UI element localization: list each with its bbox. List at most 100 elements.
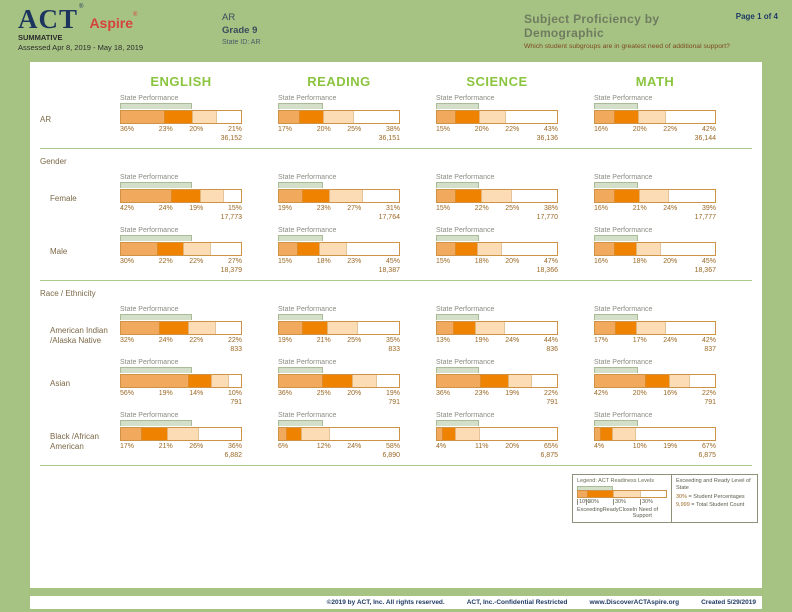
stacked-bar bbox=[278, 321, 400, 335]
pct-in-need-of-support: 42% bbox=[701, 337, 716, 344]
pct-exceeding: 36% bbox=[120, 126, 135, 133]
pct-ready: 19% bbox=[474, 337, 489, 344]
bar-segment-exceeding bbox=[279, 375, 323, 387]
pct-close: 23% bbox=[347, 258, 362, 265]
state-performance-label: State Performance bbox=[120, 412, 179, 419]
bar-segment-in-need-of-support bbox=[504, 322, 557, 334]
total-student-count: 791 bbox=[704, 399, 716, 406]
pct-close: 22% bbox=[189, 258, 204, 265]
state-overlay-track bbox=[120, 182, 242, 189]
state-performance-label: State Performance bbox=[594, 359, 653, 366]
pct-exceeding: 6% bbox=[278, 443, 289, 450]
proficiency-chart: State Performance 16% 18% 20% 45% 18,367 bbox=[594, 227, 752, 274]
total-student-count: 36,151 bbox=[378, 135, 400, 142]
bar-segment-in-need-of-support bbox=[209, 243, 241, 255]
pct-ready: 22% bbox=[474, 205, 489, 212]
bar-segment-in-need-of-support bbox=[376, 375, 399, 387]
chart-inner: State Performance 17% 21% 26% 36% 6,882 bbox=[120, 412, 242, 459]
org-name: AR bbox=[222, 12, 236, 23]
bar-segment-ready bbox=[615, 322, 636, 334]
pct-close: 27% bbox=[347, 205, 362, 212]
segment-percentages: 36% 23% 20% 21% bbox=[120, 126, 242, 133]
demographic-rows: AR State Performance 36% 23% 20% 21% 36,152 Sta… bbox=[30, 95, 762, 466]
bar-segment-in-need-of-support bbox=[361, 190, 399, 202]
state-ready-overlay bbox=[594, 182, 638, 188]
legend-tick-label: 30% bbox=[640, 499, 667, 505]
pct-in-need-of-support: 67% bbox=[701, 443, 716, 450]
bar-segment-in-need-of-support bbox=[668, 190, 715, 202]
pct-ready: 21% bbox=[158, 443, 173, 450]
total-student-count: 18,387 bbox=[378, 267, 400, 274]
bar-segment-close bbox=[481, 190, 512, 202]
stacked-bar bbox=[278, 189, 400, 203]
state-performance-label: State Performance bbox=[278, 412, 337, 419]
pct-in-need-of-support: 31% bbox=[385, 205, 400, 212]
segment-percentages: 4% 11% 20% 65% bbox=[436, 443, 558, 450]
pct-ready: 20% bbox=[632, 390, 647, 397]
pct-close: 16% bbox=[663, 390, 678, 397]
proficiency-chart: State Performance 42% 24% 19% 15% 17,773 bbox=[120, 174, 278, 221]
segment-percentages: 4% 10% 19% 67% bbox=[594, 443, 716, 450]
pct-in-need-of-support: 65% bbox=[543, 443, 558, 450]
stacked-bar bbox=[436, 374, 558, 388]
pct-exceeding: 4% bbox=[594, 443, 605, 450]
bar-segment-ready bbox=[614, 190, 640, 202]
proficiency-chart: State Performance 19% 23% 27% 31% 17,764 bbox=[278, 174, 436, 221]
bar-segment-exceeding bbox=[279, 243, 297, 255]
legend-notes-box: Exceeding and Ready Level of State 30% =… bbox=[672, 474, 758, 523]
state-overlay-track bbox=[278, 420, 400, 427]
segment-percentages: 16% 20% 22% 42% bbox=[594, 126, 716, 133]
total-student-count: 833 bbox=[388, 346, 400, 353]
bar-segment-ready bbox=[141, 428, 167, 440]
pct-in-need-of-support: 22% bbox=[227, 337, 242, 344]
legend-pct-note: 30% = Student Percentages bbox=[676, 494, 753, 500]
proficiency-chart: State Performance 17% 21% 26% 36% 6,882 bbox=[120, 412, 278, 459]
state-performance-label: State Performance bbox=[278, 227, 337, 234]
chart-inner: State Performance 16% 18% 20% 45% 18,367 bbox=[594, 227, 716, 274]
total-student-count: 791 bbox=[388, 399, 400, 406]
bar-segment-in-need-of-support bbox=[346, 243, 399, 255]
state-ready-overlay bbox=[278, 314, 324, 320]
pct-exceeding: 42% bbox=[120, 205, 135, 212]
chart-inner: State Performance 17% 20% 25% 38% 36,151 bbox=[278, 95, 400, 142]
stacked-bar bbox=[278, 242, 400, 256]
segment-percentages: 16% 18% 20% 45% bbox=[594, 258, 716, 265]
total-student-count: 836 bbox=[546, 346, 558, 353]
bar-segment-close bbox=[475, 322, 505, 334]
bar-segment-in-need-of-support bbox=[505, 111, 557, 123]
state-ready-overlay bbox=[594, 103, 638, 109]
state-overlay-track bbox=[278, 314, 400, 321]
state-ready-overlay bbox=[436, 103, 479, 109]
bar-segment-close bbox=[210, 375, 228, 387]
state-ready-overlay bbox=[594, 314, 638, 320]
pct-exceeding: 56% bbox=[120, 390, 135, 397]
segment-percentages: 15% 22% 25% 38% bbox=[436, 205, 558, 212]
pct-close: 19% bbox=[663, 443, 678, 450]
pct-close: 26% bbox=[189, 443, 204, 450]
title-block: Subject Proficiency by Demographic Which… bbox=[524, 12, 736, 51]
state-ready-overlay bbox=[594, 420, 638, 426]
proficiency-chart: State Performance 30% 22% 22% 27% 18,379 bbox=[120, 227, 278, 274]
proficiency-chart: State Performance 13% 19% 24% 44% 836 bbox=[436, 306, 594, 353]
stacked-bar bbox=[594, 110, 716, 124]
proficiency-chart: State Performance 36% 23% 19% 22% 791 bbox=[436, 359, 594, 406]
stacked-bar bbox=[278, 110, 400, 124]
bar-segment-close bbox=[454, 428, 479, 440]
pct-exceeding: 36% bbox=[436, 390, 451, 397]
chart-inner: State Performance 17% 17% 24% 42% 837 bbox=[594, 306, 716, 353]
pct-close: 20% bbox=[505, 258, 520, 265]
chart-inner: State Performance 32% 24% 22% 22% 833 bbox=[120, 306, 242, 353]
chart-inner: State Performance 15% 18% 23% 45% 18,387 bbox=[278, 227, 400, 274]
bar-segment-ready bbox=[301, 190, 330, 202]
subject-header-math: MATH bbox=[594, 74, 752, 89]
pct-in-need-of-support: 42% bbox=[701, 126, 716, 133]
stacked-bar bbox=[594, 427, 716, 441]
state-overlay-track bbox=[120, 235, 242, 242]
report-card: ENGLISH READING SCIENCE MATH AR State Perfor… bbox=[30, 62, 762, 588]
state-overlay-track bbox=[120, 420, 242, 427]
pct-close: 25% bbox=[347, 337, 362, 344]
stacked-bar bbox=[436, 321, 558, 335]
legend-row: Legend: ACT Readiness Levels 10% 30% 30% 30… bbox=[30, 474, 758, 523]
pct-exceeding: 16% bbox=[594, 258, 609, 265]
pct-exceeding: 19% bbox=[278, 337, 293, 344]
